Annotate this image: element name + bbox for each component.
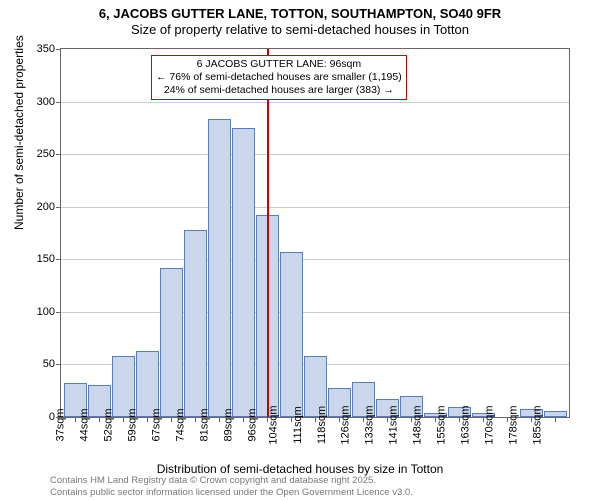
bar	[184, 230, 207, 417]
footer-attribution: Contains HM Land Registry data © Crown c…	[50, 475, 413, 498]
bar-slot: 185sqm	[543, 49, 567, 417]
x-tick-mark	[195, 417, 196, 422]
bar	[280, 252, 303, 417]
y-tick-label: 250	[37, 148, 55, 160]
x-tick-label: 52sqm	[102, 408, 114, 441]
y-axis-label: Number of semi-detached properties	[12, 35, 26, 230]
x-tick-label: 148sqm	[411, 405, 423, 444]
y-tick-label: 300	[37, 96, 55, 108]
annotation-line2: ← 76% of semi-detached houses are smalle…	[156, 71, 402, 84]
title-line2: Size of property relative to semi-detach…	[0, 22, 600, 38]
x-tick-mark	[99, 417, 100, 422]
x-tick-mark	[555, 417, 556, 422]
bar-slot: 81sqm	[207, 49, 231, 417]
bar-slot: 170sqm	[495, 49, 519, 417]
x-tick-label: 111sqm	[292, 406, 304, 444]
x-tick-mark	[123, 417, 124, 422]
x-tick-label: 141sqm	[387, 405, 399, 444]
x-tick-label: 163sqm	[459, 405, 471, 444]
x-tick-label: 133sqm	[363, 405, 375, 444]
title-line1: 6, JACOBS GUTTER LANE, TOTTON, SOUTHAMPT…	[0, 6, 600, 22]
x-tick-mark	[171, 417, 172, 422]
x-tick-label: 74sqm	[174, 408, 186, 441]
footer-line2: Contains public sector information licen…	[50, 487, 413, 498]
x-tick-label: 126sqm	[339, 405, 351, 444]
annotation-line1: 6 JACOBS GUTTER LANE: 96sqm	[156, 58, 402, 71]
x-tick-label: 155sqm	[435, 405, 447, 444]
x-tick-label: 44sqm	[78, 408, 90, 441]
bar-slot: 155sqm	[447, 49, 471, 417]
bar-slot: 89sqm	[231, 49, 255, 417]
bar-slot: 163sqm	[471, 49, 495, 417]
x-tick-label: 81sqm	[198, 408, 210, 441]
y-tick-label: 100	[37, 306, 55, 318]
annotation-box: 6 JACOBS GUTTER LANE: 96sqm ← 76% of sem…	[151, 55, 407, 100]
bar-slot: 141sqm	[399, 49, 423, 417]
bar-slot: 37sqm	[63, 49, 87, 417]
footer-line1: Contains HM Land Registry data © Crown c…	[50, 475, 413, 486]
chart-title: 6, JACOBS GUTTER LANE, TOTTON, SOUTHAMPT…	[0, 0, 600, 39]
x-tick-label: 178sqm	[507, 405, 519, 444]
x-tick-label: 185sqm	[531, 405, 543, 444]
bar-slot: 126sqm	[351, 49, 375, 417]
bar-slot: 178sqm	[519, 49, 543, 417]
bar	[208, 119, 231, 417]
bar-slot: 52sqm	[111, 49, 135, 417]
x-tick-label: 67sqm	[150, 408, 162, 441]
x-tick-mark	[147, 417, 148, 422]
bar	[160, 268, 183, 417]
reference-line	[267, 49, 269, 417]
x-tick-label: 59sqm	[126, 408, 138, 441]
y-tick-label: 350	[37, 43, 55, 55]
x-tick-label: 89sqm	[222, 408, 234, 441]
bar-slot: 118sqm	[327, 49, 351, 417]
y-tick-label: 200	[37, 201, 55, 213]
x-tick-label: 104sqm	[267, 405, 279, 444]
x-tick-mark	[243, 417, 244, 422]
bar	[136, 351, 159, 417]
annotation-line3: 24% of semi-detached houses are larger (…	[156, 84, 402, 97]
x-tick-label: 170sqm	[483, 405, 495, 444]
x-tick-label: 37sqm	[54, 408, 66, 441]
bar-slot: 67sqm	[159, 49, 183, 417]
bar-slot: 74sqm	[183, 49, 207, 417]
chart-plot-area: 050100150200250300350 37sqm44sqm52sqm59s…	[60, 48, 570, 418]
y-tick-label: 150	[37, 253, 55, 265]
bars-container: 37sqm44sqm52sqm59sqm67sqm74sqm81sqm89sqm…	[61, 49, 569, 417]
bar-slot: 59sqm	[135, 49, 159, 417]
bar-slot: 148sqm	[423, 49, 447, 417]
bar-slot: 104sqm	[279, 49, 303, 417]
y-tick-label: 50	[43, 358, 55, 370]
bar-slot: 133sqm	[375, 49, 399, 417]
bar-slot: 111sqm	[303, 49, 327, 417]
bar	[232, 128, 255, 417]
x-axis-label: Distribution of semi-detached houses by …	[0, 462, 600, 476]
x-tick-mark	[219, 417, 220, 422]
x-tick-label: 118sqm	[316, 406, 328, 444]
x-tick-mark	[75, 417, 76, 422]
bar-slot: 44sqm	[87, 49, 111, 417]
x-tick-label: 96sqm	[246, 408, 258, 441]
